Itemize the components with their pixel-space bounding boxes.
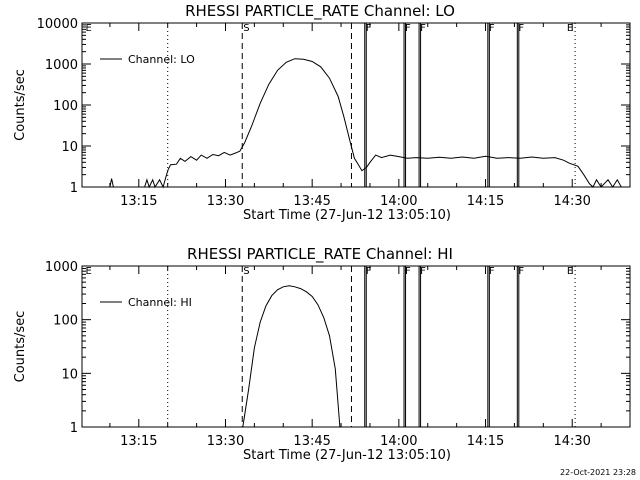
flag-label: F bbox=[489, 23, 495, 34]
x-tick-label: 13:45 bbox=[293, 194, 330, 209]
flag-label: E bbox=[85, 266, 91, 277]
y-tick-label: 100 bbox=[53, 99, 78, 114]
x-tick-label: 13:45 bbox=[293, 434, 330, 449]
legend-label: Channel: HI bbox=[128, 296, 192, 309]
plot-frame-1 bbox=[81, 265, 631, 428]
y-axis-label: Counts/sec bbox=[13, 311, 28, 383]
x-tick-label: 13:30 bbox=[207, 194, 244, 209]
y-tick-label: 1 bbox=[70, 181, 78, 196]
flag-label: E bbox=[85, 23, 91, 34]
flag-label: E bbox=[567, 23, 573, 34]
x-tick-label: 14:30 bbox=[553, 194, 590, 209]
y-tick-label: 10 bbox=[61, 140, 78, 155]
x-tick-label: 14:00 bbox=[380, 194, 417, 209]
y-tick-label: 10000 bbox=[37, 17, 78, 32]
flag-label: F bbox=[420, 23, 426, 34]
flag-label: F bbox=[405, 266, 411, 277]
flag-label: S bbox=[243, 266, 249, 277]
date-stamp: 22-Oct-2021 23:28 bbox=[560, 468, 636, 477]
x-tick-label: 13:30 bbox=[207, 434, 244, 449]
y-tick-label: 10 bbox=[61, 367, 78, 382]
flag-label: F bbox=[366, 23, 372, 34]
x-tick-label: 13:15 bbox=[120, 194, 157, 209]
x-axis-label: Start Time (27-Jun-12 13:05:10) bbox=[243, 448, 451, 463]
x-tick-label: 14:00 bbox=[380, 434, 417, 449]
flag-label: F bbox=[366, 266, 372, 277]
flag-label: F bbox=[405, 23, 411, 34]
y-tick-label: 100 bbox=[53, 314, 78, 329]
flag-label: S bbox=[243, 23, 249, 34]
data-line-0 bbox=[109, 58, 622, 189]
x-tick-label: 14:30 bbox=[553, 434, 590, 449]
y-tick-label: 1 bbox=[70, 421, 78, 436]
y-tick-label: 1000 bbox=[45, 260, 78, 275]
chart-title: RHESSI PARTICLE_RATE Channel: LO bbox=[185, 2, 455, 21]
x-tick-label: 14:15 bbox=[467, 194, 504, 209]
x-axis-label: Start Time (27-Jun-12 13:05:10) bbox=[243, 208, 451, 223]
plot-frame-0 bbox=[81, 22, 631, 188]
flag-label: E bbox=[567, 266, 573, 277]
flag-label: F bbox=[518, 266, 524, 277]
data-line-1 bbox=[242, 285, 341, 428]
x-tick-label: 13:15 bbox=[120, 434, 157, 449]
flag-label: F bbox=[518, 23, 524, 34]
x-tick-label: 14:15 bbox=[467, 434, 504, 449]
legend-label: Channel: LO bbox=[128, 53, 195, 66]
chart-title: RHESSI PARTICLE_RATE Channel: HI bbox=[187, 245, 453, 264]
flag-label: F bbox=[489, 266, 495, 277]
y-tick-label: 1000 bbox=[45, 58, 78, 73]
y-axis-label: Counts/sec bbox=[13, 69, 28, 141]
flag-label: F bbox=[420, 266, 426, 277]
